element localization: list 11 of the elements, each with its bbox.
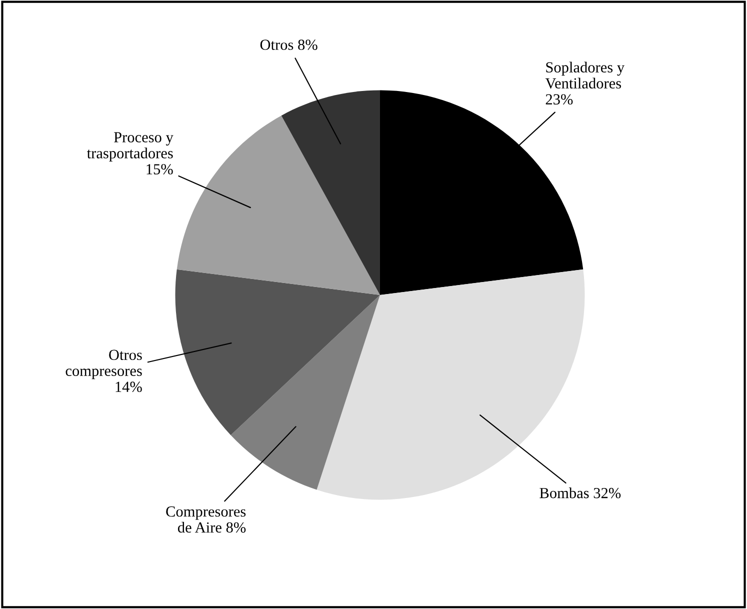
- slice-label: Sopladores y Ventiladores 23%: [545, 62, 624, 105]
- slice-label: Otros compresores 14%: [66, 350, 142, 392]
- pie-slice: [230, 295, 380, 490]
- slice-label: Bombas 32%: [540, 487, 621, 498]
- slice-label: Proceso y trasportadores 15%: [86, 132, 174, 174]
- pie-slice: [281, 90, 380, 295]
- slice-label: Compresores de Aire 8%: [166, 506, 246, 533]
- pie-slice: [380, 90, 584, 295]
- slice-label: Otros 8%: [260, 40, 318, 50]
- pie-slice: [176, 116, 380, 295]
- pie-slice: [175, 269, 380, 436]
